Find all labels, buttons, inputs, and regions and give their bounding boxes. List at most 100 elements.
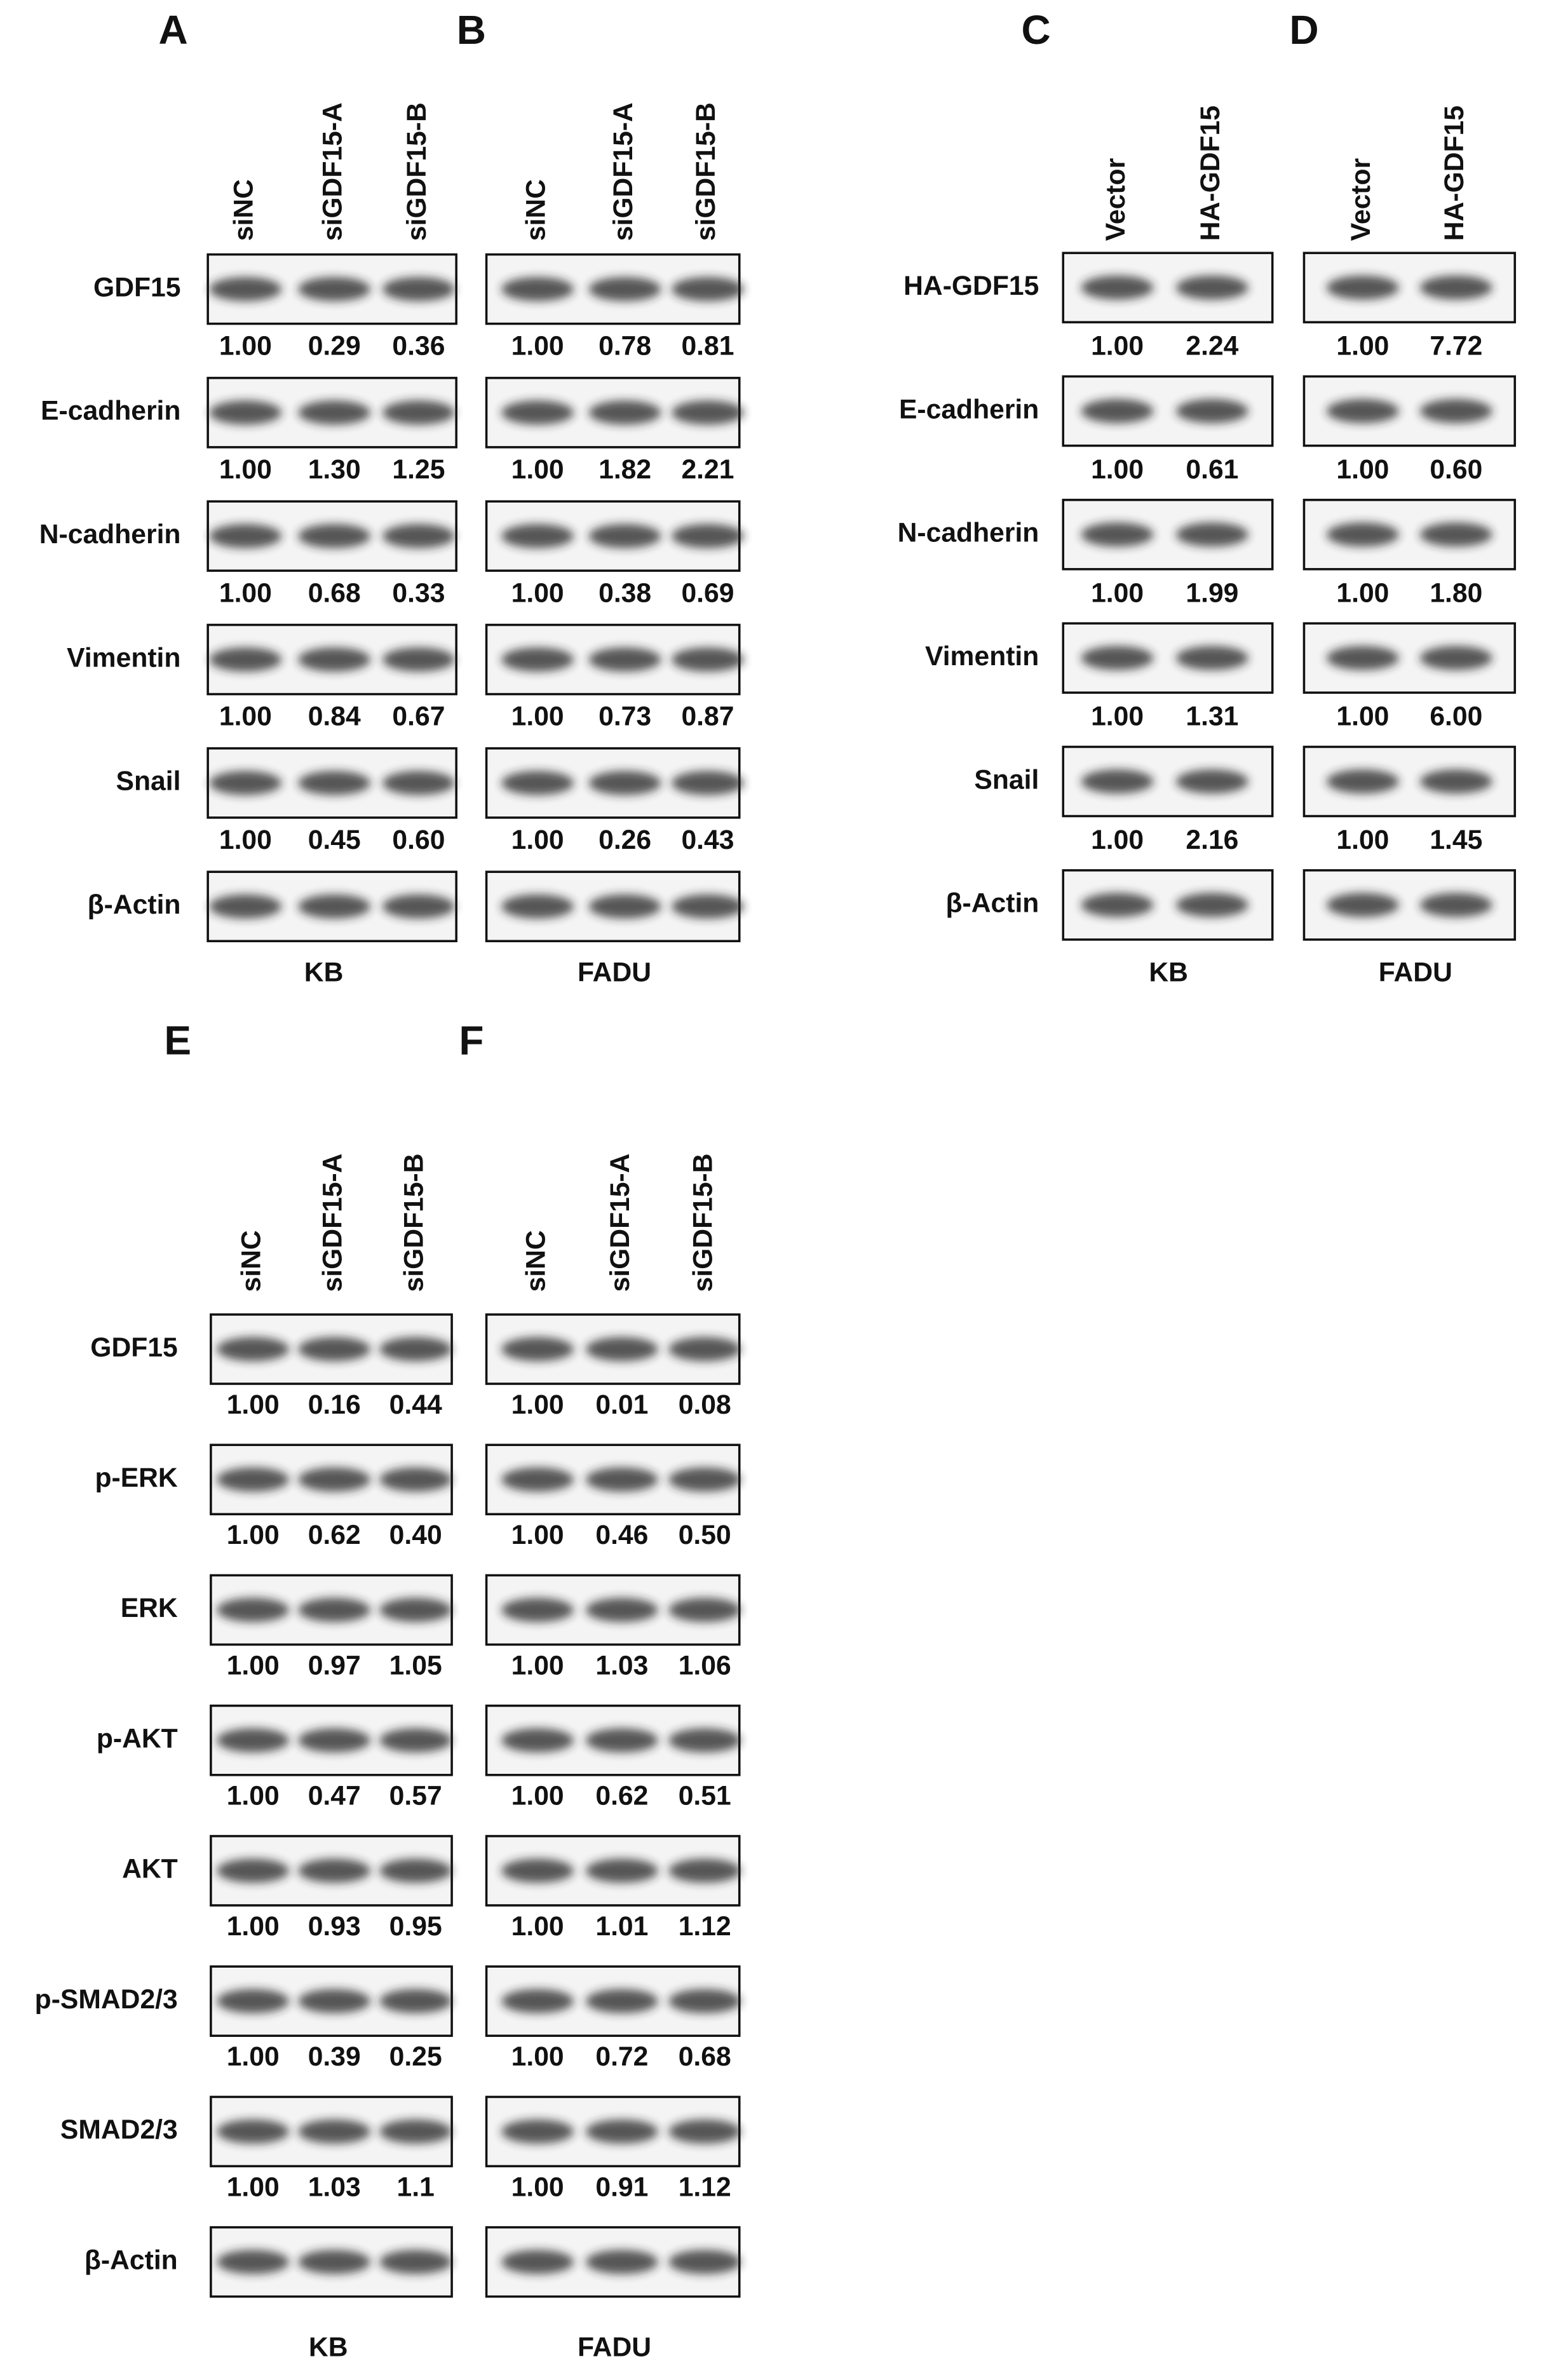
band (298, 1337, 371, 1362)
panel-group: GDF15 p-ERK ERK p-AKT AKT p-SMAD2/3 SMAD2/3 β-A… (35, 1017, 741, 2362)
band (1419, 399, 1492, 423)
band (1081, 646, 1154, 670)
quantification-value: 0.62 (308, 1520, 361, 1550)
quantification-value: 1.45 (1430, 825, 1482, 855)
quantification-value: 0.68 (308, 578, 361, 608)
panel-group: HA-GDF15 E-cadherin N-cadherin Vimentin Snai… (898, 7, 1517, 988)
quantification-value: 1.03 (308, 2172, 361, 2202)
band (1419, 769, 1492, 794)
band (209, 400, 282, 425)
row-label: Vimentin (925, 641, 1039, 672)
band (382, 771, 455, 795)
quantification-value: 0.57 (389, 1781, 442, 1811)
band (501, 1598, 574, 1622)
band (209, 894, 282, 919)
lane-label: siGDF15-B (687, 1153, 718, 1292)
band (209, 647, 282, 672)
quantification-value: 0.78 (599, 331, 651, 362)
quantification-value: 1.00 (511, 2041, 564, 2072)
band (379, 2119, 452, 2144)
quantification-value: 1.03 (595, 1650, 648, 1680)
quantification-value: 0.36 (392, 331, 445, 362)
band (1176, 399, 1248, 423)
quantification-value: 1.00 (1336, 331, 1389, 362)
band (672, 647, 744, 672)
lane-label: HA-GDF15 (1439, 105, 1470, 241)
row-label: ERK (121, 1593, 178, 1623)
quantification-value: 1.00 (219, 578, 272, 608)
quantification-value: 0.26 (599, 825, 651, 855)
quantification-value: 1.00 (1336, 578, 1389, 608)
quantification-value: 1.00 (1336, 701, 1389, 732)
quantification-value: 1.06 (679, 1650, 731, 1680)
quantification-value: 0.16 (308, 1389, 361, 1420)
quantification-value: 0.93 (308, 1911, 361, 1942)
band (298, 647, 371, 672)
band (1081, 399, 1154, 423)
band (209, 524, 282, 548)
band (1419, 893, 1492, 917)
band (501, 1728, 574, 1753)
quantification-value: 0.46 (595, 1520, 648, 1550)
quantification-value: 0.01 (595, 1389, 648, 1420)
row-label: p-ERK (95, 1463, 177, 1493)
quantification-value: 0.39 (308, 2041, 361, 2072)
band (672, 894, 744, 919)
quantification-value: 1.31 (1186, 701, 1238, 732)
cell-line-label: KB (309, 2332, 348, 2362)
quantification-value: 1.00 (511, 578, 564, 608)
quantification-value: 1.00 (219, 701, 272, 732)
band (217, 1728, 290, 1753)
quantification-value: 1.00 (511, 701, 564, 732)
quantification-value: 1.80 (1430, 578, 1482, 608)
panel-letter: D (1289, 7, 1318, 53)
band (668, 1858, 741, 1883)
band (1327, 522, 1399, 547)
band (298, 2250, 371, 2275)
band (672, 277, 744, 301)
band (501, 1467, 574, 1492)
quantification-value: 0.60 (392, 825, 445, 855)
quantification-value: 1.00 (227, 2172, 280, 2202)
band (217, 1858, 290, 1883)
row-label: Snail (974, 764, 1039, 795)
quantification-value: 1.00 (511, 1650, 564, 1680)
quantification-value: 1.00 (511, 825, 564, 855)
band (1176, 522, 1248, 547)
quantification-value: 0.60 (1430, 454, 1482, 485)
quantification-value: 1.00 (511, 1389, 564, 1420)
band (588, 277, 661, 301)
band (298, 771, 371, 795)
band (1419, 646, 1492, 670)
band (298, 400, 371, 425)
lane-label: siGDF15-B (691, 102, 721, 241)
band (585, 1467, 658, 1492)
panel-letter: F (459, 1017, 484, 1063)
quantification-value: 1.00 (227, 1781, 280, 1811)
quantification-value: 7.72 (1430, 331, 1482, 362)
quantification-value: 1.00 (511, 1520, 564, 1550)
quantification-value: 1.00 (219, 331, 272, 362)
blot-panel: D Vector HA-GDF15 1.00 7.72 1.00 0.60 1.00 1.80 1… (1289, 7, 1517, 988)
band (1081, 769, 1154, 794)
quantification-value: 1.00 (511, 1781, 564, 1811)
quantification-value: 1.99 (1186, 578, 1238, 608)
quantification-value: 0.97 (308, 1650, 361, 1680)
blot-panel: C Vector HA-GDF15 1.00 2.24 1.00 0.61 1.00 1.99 1… (1022, 7, 1274, 988)
row-label: β-Actin (946, 888, 1039, 919)
band (382, 400, 455, 425)
band (588, 524, 661, 548)
panel-letter: A (159, 7, 188, 53)
quantification-value: 1.00 (219, 825, 272, 855)
quantification-value: 0.81 (681, 331, 734, 362)
quantification-value: 0.61 (1186, 454, 1238, 485)
quantification-value: 1.00 (227, 1389, 280, 1420)
band (588, 771, 661, 795)
lane-label: siGDF15-A (605, 1153, 635, 1292)
quantification-value: 1.00 (1091, 331, 1144, 362)
quantification-value: 0.33 (392, 578, 445, 608)
quantification-value: 0.47 (308, 1781, 361, 1811)
